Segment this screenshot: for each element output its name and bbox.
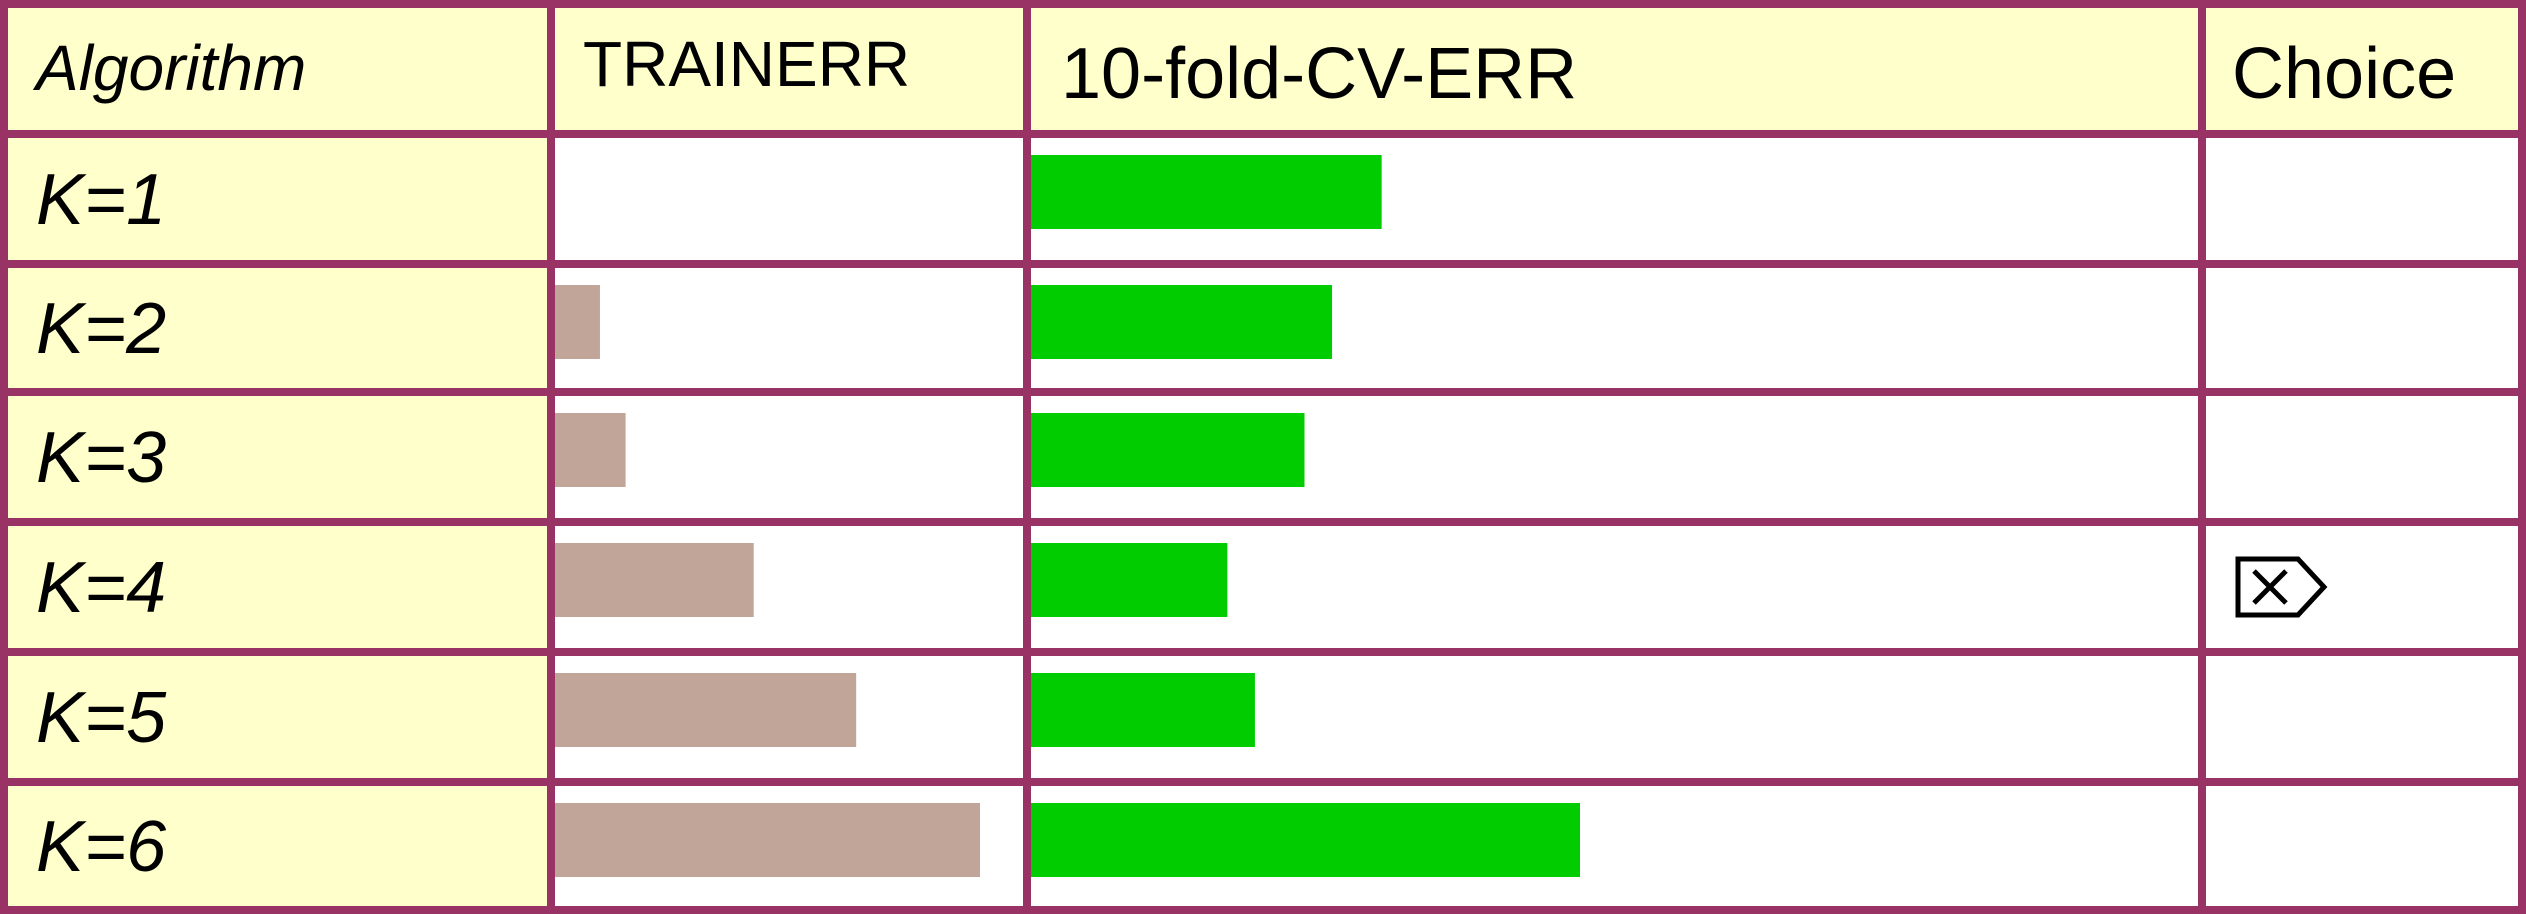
trainerr-bar <box>553 673 857 747</box>
row-label-k-2: K=2 <box>36 289 166 369</box>
cv-err-bar <box>1029 155 1382 229</box>
cv-err-bar <box>1029 543 1228 617</box>
header-algorithm: Algorithm <box>32 32 306 104</box>
row-label-k-1: K=1 <box>36 160 166 240</box>
choice-x-mark <box>2252 569 2288 605</box>
row-label-k-4: K=4 <box>36 548 166 628</box>
cv-err-bar <box>1029 673 1255 747</box>
header-10-fold-cv-err: 10-fold-CV-ERR <box>1061 34 1577 114</box>
trainerr-bar <box>553 803 980 877</box>
header-trainerr: TRAINERR <box>583 28 910 100</box>
trainerr-bar <box>553 413 626 487</box>
cv-err-bar <box>1029 413 1305 487</box>
row-label-k-3: K=3 <box>36 418 166 498</box>
trainerr-bar <box>553 285 600 359</box>
row-label-k-5: K=5 <box>36 678 167 758</box>
header-choice: Choice <box>2232 34 2456 114</box>
cv-err-bar <box>1029 285 1333 359</box>
cv-err-bar <box>1029 803 1580 877</box>
row-label-k-6: K=6 <box>36 807 167 887</box>
trainerr-bar <box>553 543 754 617</box>
header-row-background <box>4 4 2522 134</box>
